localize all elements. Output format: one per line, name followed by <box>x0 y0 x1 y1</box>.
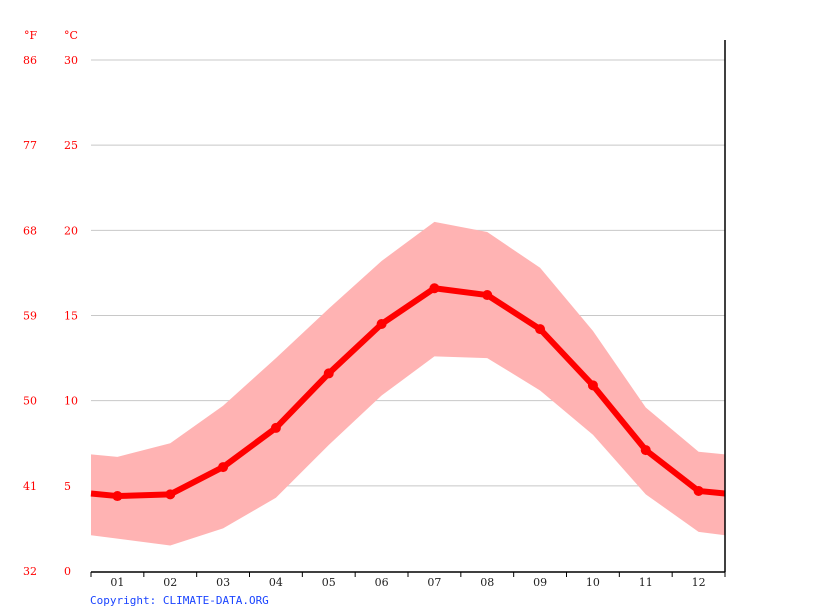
y-tick-f: 59 <box>23 310 37 323</box>
y-tick-f: 77 <box>23 139 37 152</box>
y-tick-c: 0 <box>64 565 71 578</box>
copyright-link[interactable]: Copyright: CLIMATE-DATA.ORG <box>90 594 269 607</box>
data-point <box>640 445 651 456</box>
temperature-range-band <box>91 221 725 546</box>
x-tick-label: 09 <box>533 576 547 589</box>
data-point <box>218 462 229 473</box>
y-tick-c: 30 <box>64 54 78 67</box>
x-tick-label: 01 <box>110 576 124 589</box>
x-tick-label: 02 <box>163 576 177 589</box>
x-tick-label: 12 <box>692 576 706 589</box>
y-tick-f: 86 <box>23 54 37 67</box>
x-tick-label: 06 <box>375 576 389 589</box>
data-point <box>323 368 334 379</box>
data-point <box>165 489 176 500</box>
data-point <box>535 324 546 335</box>
y-tick-f: 68 <box>23 224 37 237</box>
average-temperature-line <box>90 285 726 500</box>
data-point <box>693 485 704 496</box>
x-tick-label: 03 <box>216 576 230 589</box>
x-tick-label: 08 <box>480 576 494 589</box>
data-point <box>429 283 440 294</box>
y-tick-f: 32 <box>23 565 37 578</box>
y-tick-f: 41 <box>23 480 37 493</box>
x-tick-label: 04 <box>269 576 283 589</box>
x-tick-label: 11 <box>639 576 653 589</box>
unit-c-label: °C <box>64 29 78 42</box>
y-tick-c: 20 <box>64 224 78 237</box>
data-point <box>587 380 598 391</box>
x-tick-label: 10 <box>586 576 600 589</box>
x-tick-label: 05 <box>322 576 336 589</box>
data-point <box>376 319 387 330</box>
data-point <box>482 290 493 301</box>
data-point <box>270 422 281 433</box>
y-tick-c: 10 <box>64 395 78 408</box>
y-tick-c: 5 <box>64 480 71 493</box>
x-tick-label: 07 <box>427 576 441 589</box>
data-point <box>112 491 123 502</box>
y-tick-c: 15 <box>64 310 78 323</box>
y-tick-f: 50 <box>23 395 37 408</box>
unit-f-label: °F <box>24 29 38 42</box>
y-tick-c: 25 <box>64 139 78 152</box>
